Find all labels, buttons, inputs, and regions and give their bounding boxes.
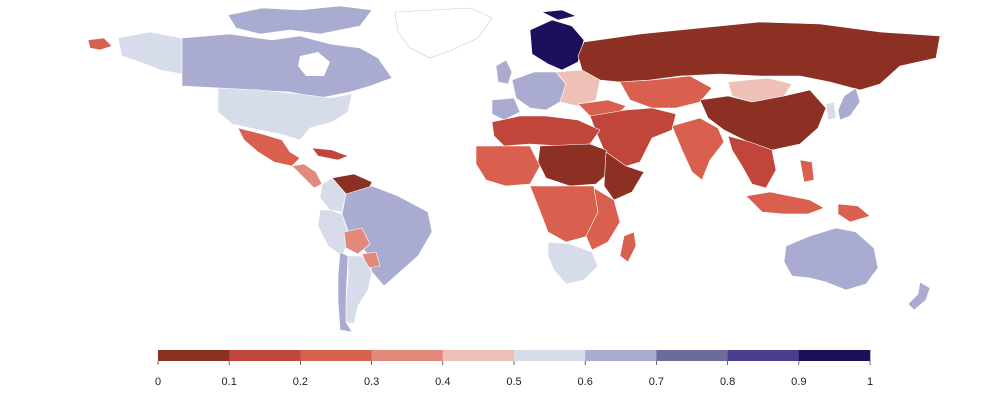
- region-svalbard: [541, 9, 577, 21]
- region-russia: [577, 21, 941, 91]
- legend-swatch-2: [300, 350, 372, 361]
- legend-tick-label: 0.5: [506, 376, 521, 388]
- region-iceland: [87, 37, 113, 51]
- legend-swatch-1: [229, 350, 301, 361]
- legend-tick-label: 0.3: [364, 376, 379, 388]
- region-bolivia: [343, 227, 371, 255]
- region-chile: [337, 251, 353, 333]
- region-argentina: [345, 255, 373, 325]
- legend-swatch-3: [371, 350, 444, 361]
- legend-swatch-6: [585, 350, 657, 361]
- legend-swatch-8: [727, 350, 800, 361]
- region-scandinavia: [529, 19, 585, 71]
- region-greenland: [394, 7, 493, 59]
- region-western-europe: [511, 71, 567, 111]
- legend-swatch-0: [158, 350, 230, 361]
- region-korea: [825, 101, 837, 121]
- color-scale-legend: 0 0.1 0.2 0.3 0.4 0.5 0.6 0.7 0.8 0.9 1: [155, 350, 873, 388]
- region-canada: [181, 33, 393, 99]
- region-central-asia: [619, 75, 713, 109]
- region-central-america: [291, 163, 323, 189]
- region-philippines: [799, 159, 815, 183]
- region-spain: [491, 97, 521, 121]
- region-north-africa: [491, 115, 601, 147]
- region-colombia: [319, 177, 347, 213]
- legend-swatch-4: [442, 350, 515, 361]
- region-papua-new-guinea: [837, 203, 871, 223]
- region-southeast-asia: [727, 135, 777, 189]
- legend-tick-labels: 0 0.1 0.2 0.3 0.4 0.5 0.6 0.7 0.8 0.9 1: [155, 361, 873, 388]
- region-southern-africa: [547, 241, 599, 285]
- region-east-africa: [585, 187, 621, 251]
- legend-swatch-5: [514, 350, 586, 361]
- countries-layer: [87, 5, 941, 333]
- hudson-bay: [298, 52, 330, 76]
- region-indonesia: [745, 191, 825, 215]
- legend-tick-label: 0.6: [578, 376, 593, 388]
- legend-tick-label: 0.7: [649, 376, 664, 388]
- legend-tick-label: 0.9: [791, 376, 806, 388]
- legend-tick-label: 0: [155, 376, 161, 388]
- region-cuba: [311, 147, 349, 161]
- region-mexico: [237, 127, 301, 167]
- legend-tick-label: 0.1: [222, 376, 237, 388]
- region-china: [699, 89, 827, 151]
- region-sahel: [537, 143, 613, 187]
- region-new-zealand: [907, 281, 931, 311]
- region-alaska: [117, 31, 183, 75]
- legend-tick-label: 0.4: [435, 376, 450, 388]
- region-india: [671, 117, 725, 181]
- region-west-africa: [475, 145, 541, 187]
- region-australia: [783, 227, 879, 291]
- region-madagascar: [619, 231, 637, 263]
- legend-swatch-7: [656, 350, 728, 361]
- legend-tick-label: 0.8: [720, 376, 735, 388]
- region-japan: [837, 87, 861, 121]
- legend-swatch-9: [798, 350, 871, 361]
- legend-tick-label: 1: [867, 376, 873, 388]
- region-united-kingdom: [495, 59, 513, 85]
- region-middle-east: [589, 107, 677, 169]
- region-united-states: [217, 87, 353, 141]
- region-horn-of-africa: [603, 151, 645, 201]
- legend-tick-label: 0.2: [293, 376, 308, 388]
- legend-swatches: [158, 350, 871, 361]
- region-canadian-arctic-islands: [227, 5, 373, 35]
